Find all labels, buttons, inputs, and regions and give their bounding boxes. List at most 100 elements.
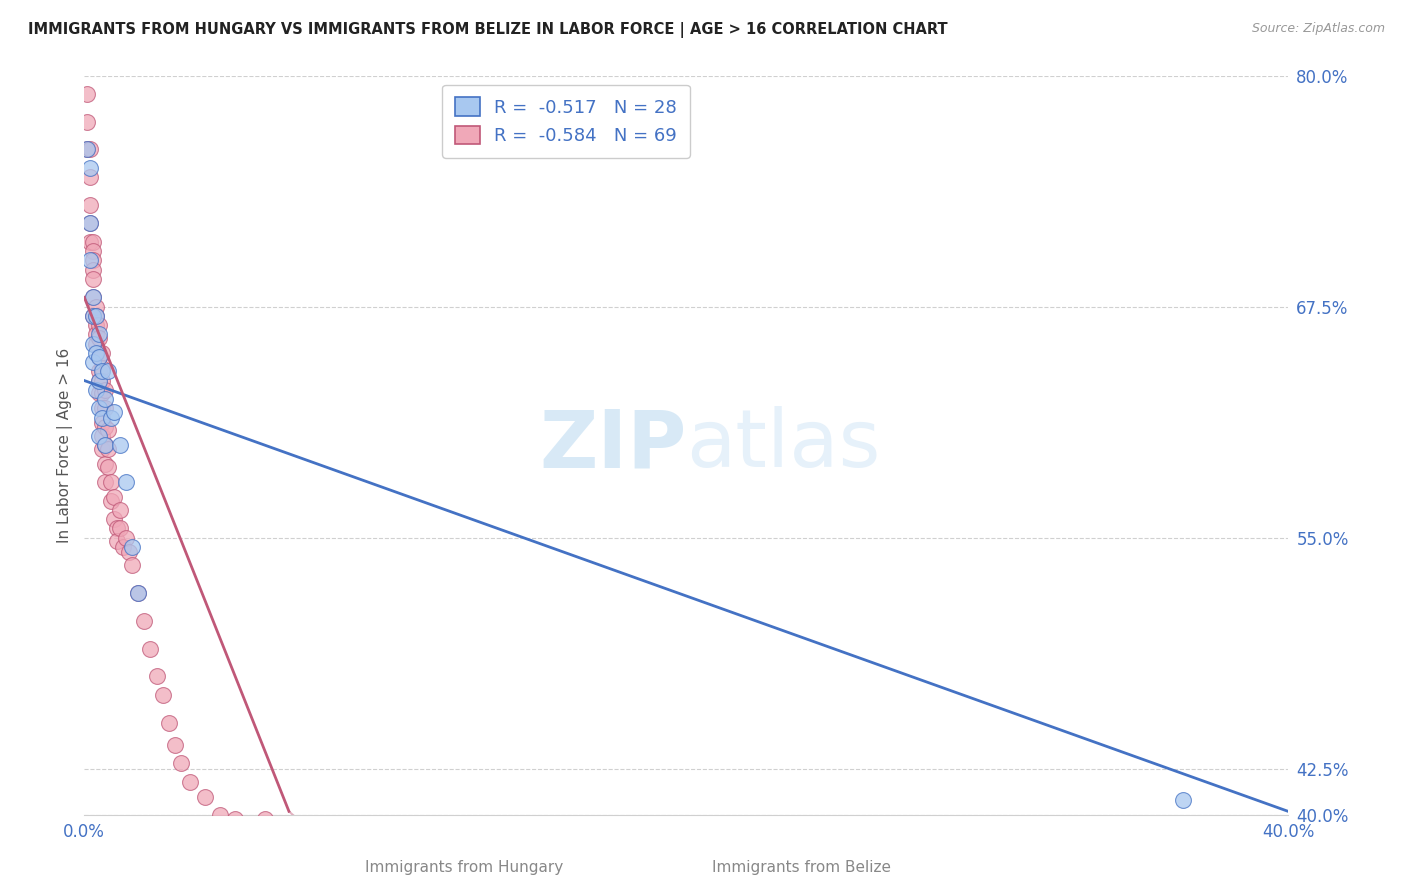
Point <box>97 442 120 456</box>
Point <box>115 475 138 490</box>
Point <box>82 309 104 323</box>
Point <box>284 817 307 831</box>
Point <box>91 410 114 425</box>
Point <box>179 774 201 789</box>
Point <box>91 364 114 378</box>
Point <box>118 545 141 559</box>
Point <box>163 738 186 752</box>
Text: Immigrants from Hungary: Immigrants from Hungary <box>364 861 564 875</box>
Point <box>86 318 108 332</box>
Point <box>89 374 111 388</box>
Point <box>76 143 98 157</box>
Point <box>105 534 128 549</box>
Point <box>82 244 104 259</box>
Point <box>79 198 101 212</box>
Point <box>89 327 111 342</box>
Point <box>91 416 114 430</box>
Text: atlas: atlas <box>686 406 880 484</box>
Point <box>208 808 231 822</box>
Y-axis label: In Labor Force | Age > 16: In Labor Force | Age > 16 <box>58 348 73 543</box>
Point <box>76 87 98 101</box>
Point <box>97 364 120 378</box>
Point <box>127 586 149 600</box>
Point <box>91 442 114 456</box>
Point <box>82 336 104 351</box>
Point <box>86 383 108 397</box>
Point <box>89 318 111 332</box>
Point <box>76 114 98 128</box>
Point <box>224 812 246 826</box>
Point <box>94 438 117 452</box>
Point <box>82 262 104 277</box>
Point <box>79 161 101 175</box>
Point <box>79 253 101 268</box>
Point <box>89 364 111 378</box>
Point <box>79 143 101 157</box>
Point <box>97 424 120 438</box>
Point <box>79 216 101 230</box>
Point <box>253 812 276 826</box>
Point <box>86 327 108 342</box>
Point <box>82 272 104 286</box>
Text: Source: ZipAtlas.com: Source: ZipAtlas.com <box>1251 22 1385 36</box>
Point <box>194 789 217 804</box>
Point <box>89 374 111 388</box>
Point <box>110 438 132 452</box>
Point <box>157 715 180 730</box>
Point <box>100 410 122 425</box>
Point <box>94 457 117 471</box>
Point <box>86 300 108 314</box>
Point <box>89 350 111 364</box>
Point <box>105 521 128 535</box>
Point <box>82 290 104 304</box>
Point <box>94 438 117 452</box>
Point <box>91 374 114 388</box>
Point <box>94 475 117 490</box>
Text: ZIP: ZIP <box>538 406 686 484</box>
Point <box>79 170 101 185</box>
Point <box>79 235 101 249</box>
Point <box>121 540 143 554</box>
Point <box>89 401 111 416</box>
Point <box>86 336 108 351</box>
Point <box>91 386 114 401</box>
Point <box>91 401 114 416</box>
Point <box>97 460 120 475</box>
Point <box>103 405 125 419</box>
Point <box>110 521 132 535</box>
Point <box>89 331 111 345</box>
Point <box>100 475 122 490</box>
Point <box>89 350 111 364</box>
Point <box>1171 793 1194 807</box>
Point <box>82 355 104 369</box>
Point <box>100 493 122 508</box>
Legend: R =  -0.517   N = 28, R =  -0.584   N = 69: R = -0.517 N = 28, R = -0.584 N = 69 <box>441 85 690 158</box>
Text: IMMIGRANTS FROM HUNGARY VS IMMIGRANTS FROM BELIZE IN LABOR FORCE | AGE > 16 CORR: IMMIGRANTS FROM HUNGARY VS IMMIGRANTS FR… <box>28 22 948 38</box>
Point <box>94 419 117 434</box>
Point <box>115 531 138 545</box>
Point <box>91 360 114 375</box>
Point <box>134 614 156 628</box>
Point <box>79 216 101 230</box>
Text: Immigrants from Belize: Immigrants from Belize <box>711 861 891 875</box>
Point <box>145 669 167 683</box>
Point <box>94 401 117 416</box>
Point <box>86 346 108 360</box>
Point <box>110 503 132 517</box>
Point <box>127 586 149 600</box>
Point <box>86 309 108 323</box>
Point <box>169 756 191 771</box>
Point <box>82 253 104 268</box>
Point <box>94 392 117 406</box>
Point <box>89 429 111 443</box>
Point <box>152 688 174 702</box>
Point <box>86 309 108 323</box>
Point <box>82 235 104 249</box>
Point <box>76 143 98 157</box>
Point <box>91 346 114 360</box>
Point <box>89 386 111 401</box>
Point <box>112 540 135 554</box>
Point <box>82 309 104 323</box>
Point <box>103 512 125 526</box>
Point <box>139 641 162 656</box>
